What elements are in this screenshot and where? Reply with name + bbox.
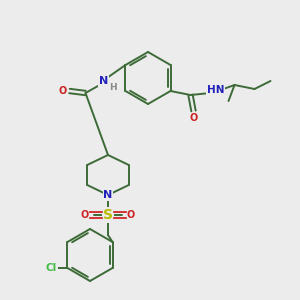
Text: HN: HN <box>207 85 224 95</box>
Text: H: H <box>109 82 116 91</box>
Text: O: O <box>189 113 198 123</box>
Text: S: S <box>103 208 113 222</box>
Text: O: O <box>58 86 67 96</box>
Text: N: N <box>99 76 108 86</box>
Text: O: O <box>81 210 89 220</box>
Text: Cl: Cl <box>46 263 57 273</box>
Text: N: N <box>103 190 112 200</box>
Text: O: O <box>127 210 135 220</box>
